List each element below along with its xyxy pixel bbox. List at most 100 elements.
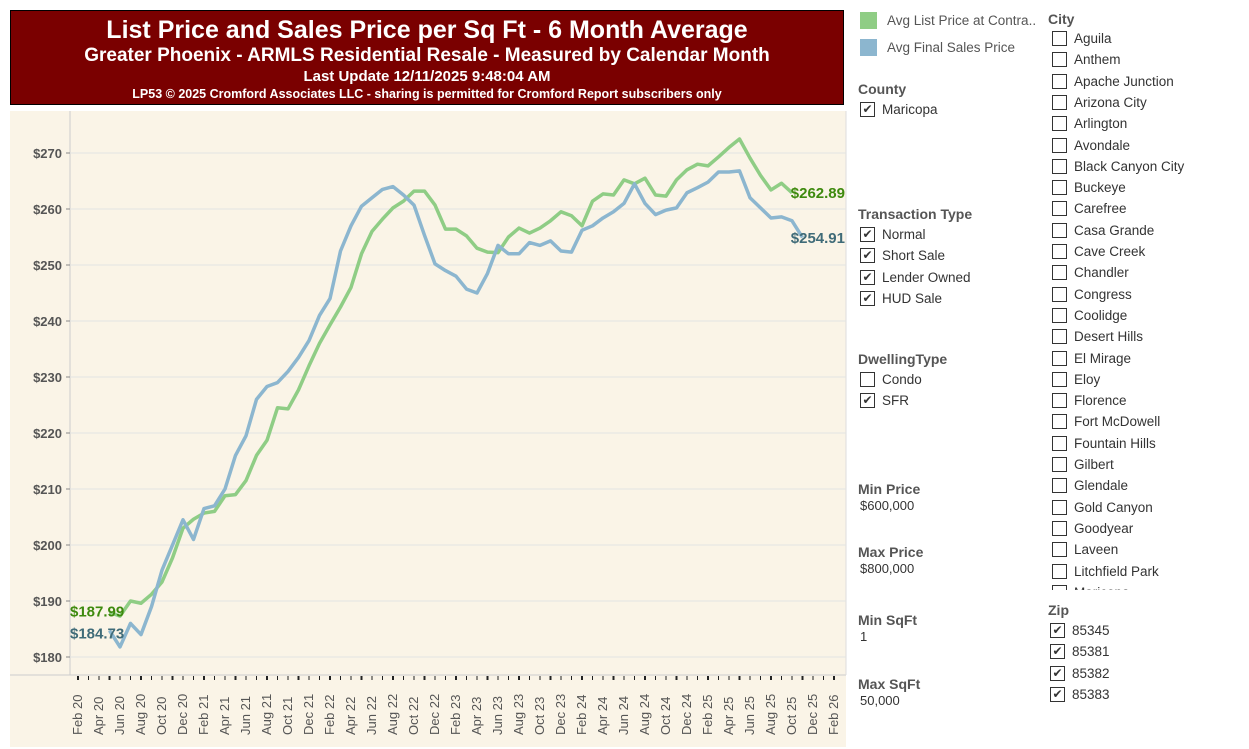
x-tick-label: Apr 23 — [469, 697, 484, 735]
filter-option-carefree[interactable]: Carefree — [1052, 198, 1127, 219]
checkbox[interactable] — [1052, 563, 1067, 579]
filter-option-normal[interactable]: ✔ Normal — [860, 224, 926, 245]
x-tick-label: Feb 21 — [196, 695, 211, 735]
checkbox[interactable] — [1052, 265, 1067, 281]
filter-option-hud-sale[interactable]: ✔ HUD Sale — [860, 288, 942, 309]
filter-option-fountain-hills[interactable]: Fountain Hills — [1052, 433, 1156, 454]
x-tick-label: Oct 24 — [658, 697, 673, 735]
filter-option-casa-grande[interactable]: Casa Grande — [1052, 220, 1154, 241]
checkbox[interactable] — [1052, 52, 1067, 68]
filter-option-aguila[interactable]: Aguila — [1052, 28, 1112, 49]
checkbox[interactable] — [1052, 286, 1067, 302]
filter-option-black-canyon-city[interactable]: Black Canyon City — [1052, 156, 1184, 177]
checkbox[interactable]: ✔ — [860, 102, 875, 117]
filter-option-anthem[interactable]: Anthem — [1052, 49, 1121, 70]
filter-option-fort-mcdowell[interactable]: Fort McDowell — [1052, 411, 1160, 432]
filter-option-buckeye[interactable]: Buckeye — [1052, 177, 1126, 198]
last-update: Last Update 12/11/2025 9:48:04 AM — [303, 68, 551, 85]
filter-option-85382[interactable]: ✔ 85382 — [1050, 663, 1110, 684]
filter-option-arizona-city[interactable]: Arizona City — [1052, 92, 1147, 113]
checkbox[interactable] — [1052, 393, 1067, 409]
checkbox[interactable]: ✔ — [1050, 644, 1065, 660]
filter-option-glendale[interactable]: Glendale — [1052, 475, 1128, 496]
checkbox[interactable] — [1052, 499, 1067, 515]
filter-option-coolidge[interactable]: Coolidge — [1052, 305, 1127, 326]
checkbox[interactable] — [1052, 542, 1067, 558]
x-tick-label: Feb 24 — [574, 695, 589, 735]
option-label: Normal — [882, 227, 926, 242]
filter-option-condo[interactable]: Condo — [860, 369, 922, 390]
max-price-value[interactable]: $800,000 — [860, 561, 915, 576]
filter-option-desert-hills[interactable]: Desert Hills — [1052, 326, 1143, 347]
filter-option-florence[interactable]: Florence — [1052, 390, 1127, 411]
checkbox[interactable] — [1052, 94, 1067, 110]
checkbox[interactable] — [1052, 244, 1067, 259]
filter-option-maricopa[interactable]: Maricopa — [1052, 582, 1130, 590]
filter-option-85381[interactable]: ✔ 85381 — [1050, 641, 1110, 662]
filter-option-gold-canyon[interactable]: Gold Canyon — [1052, 497, 1153, 518]
checkbox[interactable] — [1052, 137, 1067, 153]
x-tick-label: Feb 25 — [700, 695, 715, 735]
filter-option-avondale[interactable]: Avondale — [1052, 135, 1130, 156]
option-label: Short Sale — [882, 248, 946, 264]
checkbox[interactable] — [1052, 414, 1067, 430]
checkbox[interactable] — [1052, 520, 1067, 536]
checkbox[interactable]: ✔ — [1050, 623, 1065, 638]
checkbox[interactable]: ✔ — [860, 227, 875, 242]
checkbox[interactable]: ✔ — [860, 248, 875, 264]
legend-item[interactable]: Avg List Price at Contra.. — [860, 12, 1036, 29]
x-tick-label: Jun 25 — [742, 696, 757, 735]
checkbox[interactable] — [1052, 73, 1067, 89]
checkbox[interactable] — [1052, 457, 1067, 472]
filter-option-arlington[interactable]: Arlington — [1052, 113, 1127, 134]
filter-option-apache-junction[interactable]: Apache Junction — [1052, 71, 1174, 92]
filter-title: Transaction Type — [858, 206, 973, 222]
filter-option-maricopa[interactable]: ✔ Maricopa — [860, 99, 938, 120]
checkbox[interactable] — [1052, 435, 1067, 451]
filter-option-cave-creek[interactable]: Cave Creek — [1052, 241, 1145, 262]
option-label: Goodyear — [1074, 520, 1134, 536]
checkbox[interactable]: ✔ — [860, 269, 875, 285]
x-tick-label: Feb 26 — [826, 695, 841, 735]
filter-option-lender-owned[interactable]: ✔ Lender Owned — [860, 267, 971, 288]
city-list[interactable]: Aguila Anthem Apache Junction Arizona City A… — [1050, 28, 1240, 590]
option-label: SFR — [882, 393, 909, 408]
min-price-value[interactable]: $600,000 — [860, 498, 915, 513]
checkbox[interactable] — [1052, 116, 1067, 132]
x-tick-label: Apr 22 — [343, 697, 358, 735]
min-sqft-value[interactable]: 1 — [860, 629, 868, 644]
checkbox[interactable] — [860, 372, 875, 387]
chart-subtitle: Greater Phoenix - ARMLS Residential Resa… — [84, 45, 770, 66]
filter-option-85345[interactable]: ✔ 85345 — [1050, 620, 1110, 641]
checkbox[interactable] — [1052, 478, 1067, 494]
filter-option-congress[interactable]: Congress — [1052, 284, 1132, 305]
checkbox[interactable] — [1052, 222, 1067, 238]
filter-option-chandler[interactable]: Chandler — [1052, 262, 1129, 283]
filter-option-goodyear[interactable]: Goodyear — [1052, 518, 1133, 539]
filter-option-gilbert[interactable]: Gilbert — [1052, 454, 1114, 475]
filter-option-litchfield-park[interactable]: Litchfield Park — [1052, 561, 1159, 582]
filter-option-sfr[interactable]: ✔ SFR — [860, 390, 909, 411]
checkbox[interactable]: ✔ — [1050, 665, 1065, 681]
checkbox[interactable] — [1052, 201, 1067, 217]
option-label: Florence — [1074, 393, 1127, 409]
legend-item[interactable]: Avg Final Sales Price — [860, 39, 1015, 56]
checkbox[interactable] — [1052, 180, 1067, 196]
filter-option-85383[interactable]: ✔ 85383 — [1050, 684, 1110, 705]
checkbox[interactable] — [1052, 31, 1067, 46]
filter-option-laveen[interactable]: Laveen — [1052, 539, 1118, 560]
checkbox[interactable] — [1052, 307, 1067, 323]
filter-option-eloy[interactable]: Eloy — [1052, 369, 1100, 390]
checkbox[interactable]: ✔ — [860, 393, 875, 408]
checkbox[interactable] — [1052, 350, 1067, 366]
checkbox[interactable] — [1052, 329, 1067, 345]
filter-option-short-sale[interactable]: ✔ Short Sale — [860, 245, 945, 266]
y-tick-label: $190 — [33, 594, 62, 609]
checkbox[interactable] — [1052, 371, 1067, 387]
checkbox[interactable] — [1052, 158, 1067, 174]
checkbox[interactable]: ✔ — [1050, 686, 1065, 702]
filter-option-el-mirage[interactable]: El Mirage — [1052, 348, 1131, 369]
checkbox[interactable]: ✔ — [860, 290, 875, 306]
checkbox[interactable] — [1052, 584, 1067, 590]
max-sqft-value[interactable]: 50,000 — [860, 693, 900, 708]
